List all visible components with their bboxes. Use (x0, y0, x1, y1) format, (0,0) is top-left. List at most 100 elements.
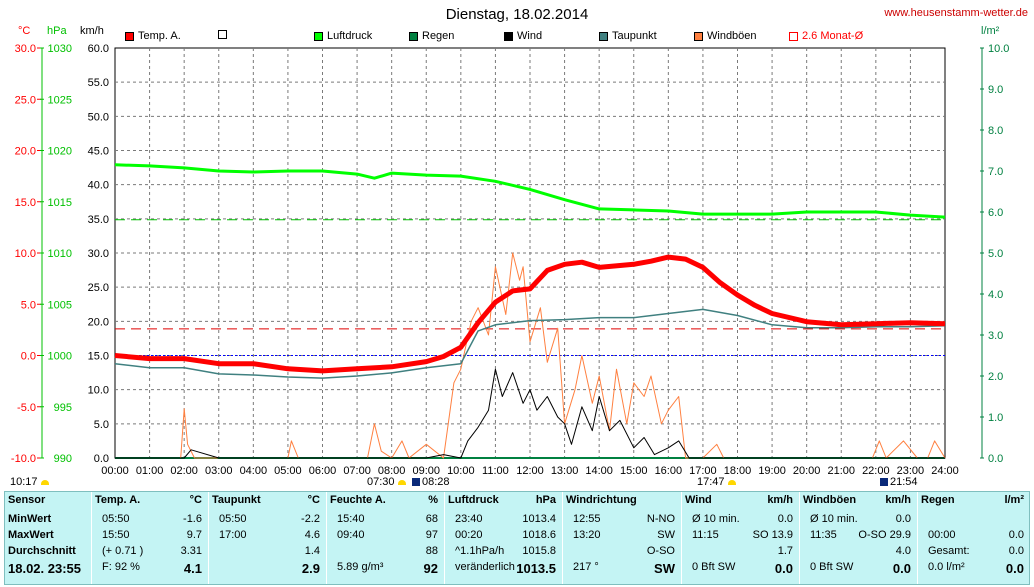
tick-labels: 30.0 25.0 20.0 15.0 10.0 5.0 0.0 -5.0 -10.0 1030 1… (11, 43, 1010, 477)
table-column: Temp. A. °C 05:50 -1.6 15:50 9.7 (+ 0.71 ) 3.31… (91, 492, 208, 584)
column-unit: hPa (535, 494, 556, 506)
legend-monthly-avg: 2.6 Monat-Ø (789, 30, 863, 42)
rain-tick-label: 0.0 (988, 453, 1003, 465)
legend-temp: Temp. A. (125, 30, 181, 42)
cell-value: SO 13.9 (752, 529, 793, 541)
wind-tick-label: 60.0 (88, 43, 109, 55)
wind-tick-label: 0.0 (94, 453, 109, 465)
temp-tick-label: 0.0 (21, 351, 36, 363)
table-row: 15:50 9.7 (92, 529, 208, 545)
cell-label: Durchschnitt (8, 545, 76, 557)
column-title: Luftdruck (448, 494, 499, 506)
column-title: Sensor (8, 494, 46, 506)
cell-value: 4.1 (183, 561, 202, 576)
table-row: ^1.1hPa/h 1015.8 (445, 545, 562, 561)
table-row: 12:55 N-NO (563, 513, 681, 529)
temp-tick-label: 25.0 (15, 94, 36, 106)
column-unit: % (428, 494, 438, 506)
cell-label: 11:35 (810, 529, 837, 541)
cell-label: 13:20 (573, 529, 601, 541)
legend-dewpoint: Taupunkt (599, 30, 657, 42)
table-row: F: 92 % 4.1 (92, 561, 208, 577)
sunrise-time: 07:30 (367, 476, 395, 488)
table-row: 88 (327, 545, 444, 561)
table-row: MaxWert (5, 529, 91, 545)
cell-label: 0 Bft SW (810, 561, 854, 573)
table-row: 4.0 (800, 545, 917, 561)
legend-label: Temp. A. (138, 30, 181, 42)
pressure-tick-label: 1030 (48, 43, 72, 55)
moonset-marker: 08:28 (412, 476, 450, 488)
time-tick-label: 21:00 (827, 465, 855, 477)
wind-tick-label: 55.0 (88, 77, 109, 89)
legend-gusts: Windböen (694, 30, 757, 42)
table-row: Ø 10 min. 0.0 (682, 513, 799, 529)
table-column: Sensor MinWert MaxWert Durchschnitt 18.02. 2… (5, 492, 91, 584)
column-unit: km/h (767, 494, 793, 506)
column-unit: km/h (885, 494, 911, 506)
cell-label: F: 92 % (102, 561, 140, 573)
cell-label: 5.89 g/m³ (337, 561, 384, 573)
table-column: Taupunkt °C 05:50 -2.2 17:00 4.6 1.4 2.9 (208, 492, 326, 584)
rain-tick-label: 10.0 (988, 43, 1009, 55)
cell-value: 0.0 (1008, 545, 1024, 557)
moonrise-time: 21:54 (890, 476, 918, 488)
rain-tick-label: 5.0 (988, 248, 1003, 260)
wind-tick-label: 20.0 (88, 316, 109, 328)
table-row: O-SO (563, 545, 681, 561)
sunset-time: 17:47 (697, 476, 725, 488)
cell-value: 4.0 (895, 545, 911, 557)
temp-tick-label: 5.0 (21, 299, 36, 311)
cell-value: 88 (425, 545, 438, 557)
series-group (114, 163, 946, 459)
chart-title: Dienstag, 18.02.2014 (445, 6, 589, 23)
cell-value: O-SO (646, 545, 675, 557)
time-tick-label: 18:00 (724, 465, 752, 477)
cell-label: 217 ° (573, 561, 599, 573)
cell-value: 68 (425, 513, 438, 525)
cell-label: 05:50 (219, 513, 247, 525)
cell-label: Ø 10 min. (692, 513, 740, 525)
time-tick-label: 19:00 (758, 465, 786, 477)
table-header: Taupunkt °C (209, 494, 326, 510)
cell-value: 1013.4 (522, 513, 556, 525)
legend-swatch (599, 31, 608, 41)
cell-value: 1013.5 (516, 561, 556, 576)
wind-tick-label: 30.0 (88, 248, 109, 260)
sunrise-icon (397, 479, 406, 485)
sunset-icon (727, 479, 736, 485)
cell-label: ^1.1hPa/h (455, 545, 505, 557)
table-row: 1.4 (209, 545, 326, 561)
update-time-marker: 10:17 (10, 476, 49, 488)
time-tick-label: 00:00 (101, 465, 129, 477)
time-tick-label: 02:00 (170, 465, 198, 477)
gust-line (115, 252, 946, 459)
time-tick-label: 06:00 (309, 465, 337, 477)
temp-tick-label: 10.0 (15, 248, 36, 260)
cell-label: 0 Bft SW (692, 561, 736, 573)
cell-label: Ø 10 min. (810, 513, 858, 525)
cell-value: SW (654, 561, 675, 576)
sunset-marker: 17:47 (697, 476, 736, 488)
time-tick-label: 17:00 (689, 465, 717, 477)
legend-swatch (218, 30, 227, 39)
rain-tick-label: 9.0 (988, 84, 1003, 96)
legend-swatch (409, 31, 418, 41)
column-title: Wind (685, 494, 712, 506)
time-tick-label: 12:00 (516, 465, 544, 477)
cell-label: 00:20 (455, 529, 483, 541)
website-link[interactable]: www.heusenstamm-wetter.de (884, 7, 1028, 19)
temp-tick-label: 30.0 (15, 43, 36, 55)
table-row: 1.7 (682, 545, 799, 561)
cell-value: SW (657, 529, 675, 541)
time-tick-label: 14:00 (585, 465, 613, 477)
table-header: Temp. A. °C (92, 494, 208, 510)
time-tick-label: 20:00 (793, 465, 821, 477)
cell-label: 11:15 (692, 529, 719, 541)
time-tick-label: 10:00 (447, 465, 475, 477)
time-tick-label: 03:00 (205, 465, 233, 477)
sunrise-marker: 07:30 (367, 476, 406, 488)
cell-label: 12:55 (573, 513, 601, 525)
temp-tick-label: 15.0 (15, 197, 36, 209)
column-unit: °C (307, 494, 320, 506)
